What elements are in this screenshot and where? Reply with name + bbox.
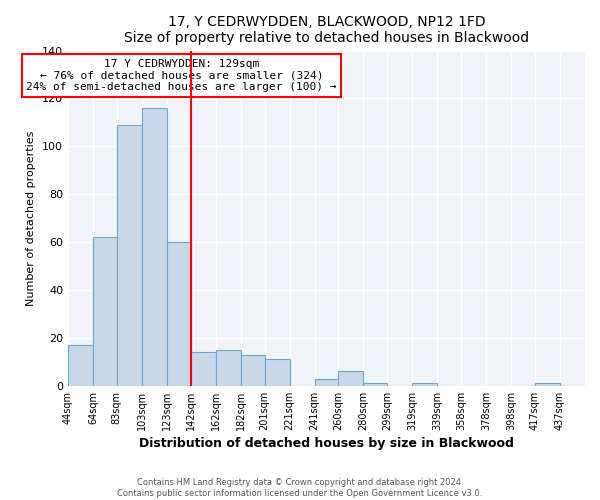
Title: 17, Y CEDRWYDDEN, BLACKWOOD, NP12 1FD
Size of property relative to detached hous: 17, Y CEDRWYDDEN, BLACKWOOD, NP12 1FD Si… — [124, 15, 529, 45]
Bar — [167, 242, 191, 386]
Bar — [314, 378, 338, 386]
Bar — [93, 238, 117, 386]
Bar — [412, 384, 437, 386]
Bar — [338, 372, 364, 386]
Text: Contains HM Land Registry data © Crown copyright and database right 2024.
Contai: Contains HM Land Registry data © Crown c… — [118, 478, 482, 498]
Bar — [215, 350, 241, 386]
Bar — [191, 352, 215, 386]
Y-axis label: Number of detached properties: Number of detached properties — [26, 130, 37, 306]
Text: 17 Y CEDRWYDDEN: 129sqm
← 76% of detached houses are smaller (324)
24% of semi-d: 17 Y CEDRWYDDEN: 129sqm ← 76% of detache… — [26, 59, 337, 92]
Bar — [117, 125, 142, 386]
Bar — [535, 384, 560, 386]
Bar — [68, 345, 93, 386]
Bar — [142, 108, 167, 386]
Bar — [265, 360, 290, 386]
X-axis label: Distribution of detached houses by size in Blackwood: Distribution of detached houses by size … — [139, 437, 514, 450]
Bar — [241, 354, 265, 386]
Bar — [364, 384, 387, 386]
